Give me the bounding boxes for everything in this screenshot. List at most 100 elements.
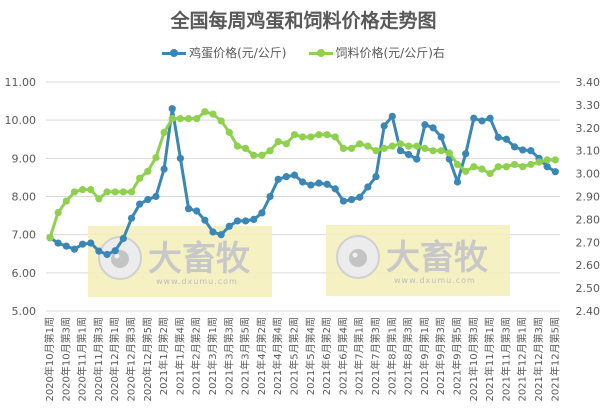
data-point[interactable]	[62, 242, 70, 250]
data-point[interactable]	[307, 181, 315, 189]
data-point[interactable]	[445, 149, 453, 157]
data-point[interactable]	[527, 147, 535, 155]
legend-item-feed[interactable]: 饲料价格(元/公斤)右	[308, 44, 445, 61]
data-point[interactable]	[160, 165, 168, 173]
data-point[interactable]	[331, 133, 339, 141]
data-point[interactable]	[250, 215, 258, 223]
data-point[interactable]	[184, 205, 193, 213]
data-point[interactable]	[510, 143, 519, 151]
data-point[interactable]	[413, 155, 421, 163]
data-point[interactable]	[201, 108, 209, 116]
data-point[interactable]	[331, 185, 339, 193]
data-point[interactable]	[380, 144, 388, 153]
data-point[interactable]	[396, 140, 405, 148]
data-point[interactable]	[70, 245, 79, 253]
data-point[interactable]	[388, 142, 396, 150]
data-point[interactable]	[103, 188, 111, 196]
data-point[interactable]	[551, 168, 559, 176]
data-point[interactable]	[339, 197, 347, 205]
data-point[interactable]	[250, 151, 258, 159]
data-point[interactable]	[290, 131, 299, 139]
data-point[interactable]	[347, 195, 356, 204]
legend-item-egg[interactable]: 鸡蛋价格(元/公斤)	[162, 44, 287, 61]
data-point[interactable]	[127, 214, 136, 222]
data-point[interactable]	[494, 133, 502, 141]
data-point[interactable]	[364, 183, 372, 191]
data-point[interactable]	[217, 231, 225, 239]
data-point[interactable]	[258, 151, 266, 159]
data-point[interactable]	[46, 234, 54, 242]
data-point[interactable]	[429, 124, 437, 132]
data-point[interactable]	[266, 147, 274, 155]
data-point[interactable]	[54, 208, 62, 217]
data-point[interactable]	[323, 131, 331, 139]
data-point[interactable]	[519, 146, 527, 154]
data-point[interactable]	[364, 142, 372, 150]
data-point[interactable]	[372, 147, 380, 155]
data-point[interactable]	[429, 147, 437, 155]
data-point[interactable]	[282, 140, 290, 148]
data-point[interactable]	[462, 150, 470, 158]
data-point[interactable]	[551, 156, 559, 164]
data-point[interactable]	[478, 165, 486, 173]
data-point[interactable]	[437, 147, 445, 155]
data-point[interactable]	[380, 122, 388, 130]
data-point[interactable]	[510, 160, 519, 169]
data-point[interactable]	[168, 115, 176, 123]
data-point[interactable]	[543, 163, 551, 171]
data-point[interactable]	[396, 147, 405, 155]
data-point[interactable]	[209, 228, 217, 236]
data-point[interactable]	[494, 163, 502, 171]
data-point[interactable]	[274, 175, 282, 183]
data-point[interactable]	[347, 144, 356, 153]
data-point[interactable]	[486, 114, 494, 122]
data-point[interactable]	[462, 167, 470, 175]
data-point[interactable]	[502, 163, 510, 171]
data-point[interactable]	[225, 222, 233, 230]
data-point[interactable]	[258, 209, 266, 217]
data-point[interactable]	[290, 171, 299, 179]
data-point[interactable]	[372, 173, 380, 181]
data-point[interactable]	[315, 131, 323, 139]
data-point[interactable]	[535, 158, 543, 166]
data-point[interactable]	[437, 133, 445, 141]
data-point[interactable]	[136, 200, 144, 208]
data-point[interactable]	[470, 114, 478, 122]
data-point[interactable]	[70, 188, 79, 196]
data-point[interactable]	[242, 144, 250, 153]
data-point[interactable]	[339, 144, 347, 153]
data-point[interactable]	[184, 115, 193, 123]
data-point[interactable]	[453, 178, 462, 186]
data-point[interactable]	[413, 142, 421, 150]
data-point[interactable]	[470, 163, 478, 171]
data-point[interactable]	[299, 178, 307, 186]
data-point[interactable]	[79, 240, 87, 248]
data-point[interactable]	[405, 150, 413, 159]
data-point[interactable]	[176, 154, 184, 162]
data-point[interactable]	[176, 115, 184, 123]
data-point[interactable]	[388, 112, 396, 120]
data-point[interactable]	[527, 160, 535, 169]
data-point[interactable]	[421, 144, 429, 153]
data-point[interactable]	[87, 239, 95, 247]
data-point[interactable]	[111, 188, 119, 196]
data-point[interactable]	[95, 195, 103, 203]
data-point[interactable]	[323, 180, 331, 188]
data-point[interactable]	[95, 247, 103, 255]
data-point[interactable]	[299, 133, 307, 141]
data-point[interactable]	[136, 174, 144, 182]
data-point[interactable]	[160, 128, 168, 136]
data-point[interactable]	[266, 192, 274, 201]
data-point[interactable]	[119, 234, 127, 243]
data-point[interactable]	[543, 156, 551, 164]
data-point[interactable]	[111, 247, 119, 255]
data-point[interactable]	[356, 140, 364, 148]
data-point[interactable]	[152, 153, 160, 162]
data-point[interactable]	[193, 115, 201, 123]
data-point[interactable]	[486, 170, 494, 178]
data-point[interactable]	[356, 193, 364, 201]
data-point[interactable]	[233, 217, 242, 225]
data-point[interactable]	[209, 110, 217, 118]
data-point[interactable]	[62, 197, 70, 205]
data-point[interactable]	[119, 188, 127, 196]
